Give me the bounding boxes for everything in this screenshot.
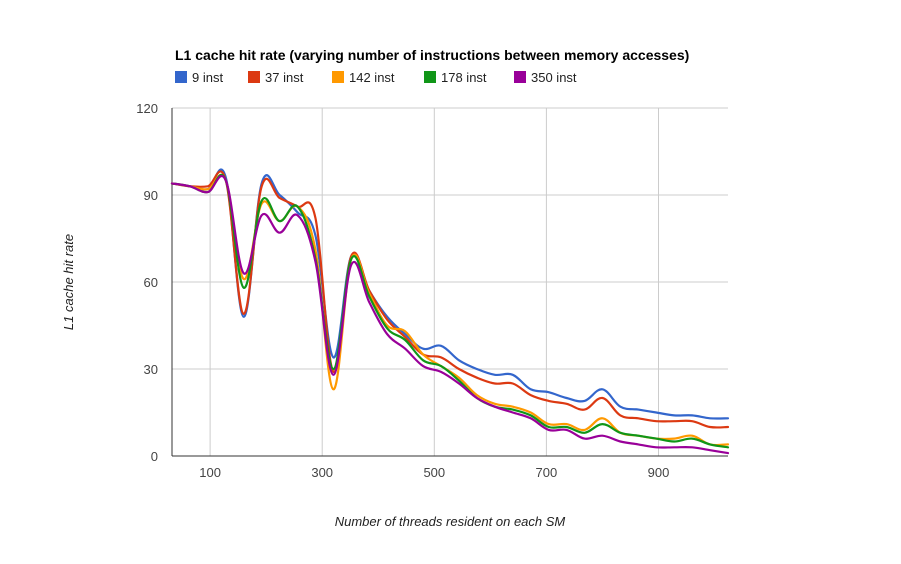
legend-swatch <box>332 71 344 83</box>
y-tick-label: 120 <box>136 101 158 116</box>
legend-swatch <box>248 71 260 83</box>
series-lines <box>170 168 730 455</box>
legend-label: 178 inst <box>441 70 487 85</box>
legend-label: 142 inst <box>349 70 395 85</box>
y-tick-label: 60 <box>144 275 158 290</box>
chart-title: L1 cache hit rate (varying number of ins… <box>175 47 689 63</box>
x-tick-label: 700 <box>536 465 558 480</box>
legend: 9 inst 37 inst 142 inst 178 inst 350 inst <box>175 70 577 85</box>
legend-swatch <box>514 71 526 83</box>
series-line-178-inst <box>170 173 730 449</box>
gridlines <box>172 107 728 456</box>
series-line-9-inst <box>170 168 730 420</box>
legend-swatch <box>424 71 436 83</box>
x-tick-label: 100 <box>199 465 221 480</box>
legend-label: 350 inst <box>531 70 577 85</box>
series-line-350-inst <box>170 174 730 455</box>
x-axis-title: Number of threads resident on each SM <box>335 514 566 529</box>
y-tick-label: 30 <box>144 362 158 377</box>
y-tick-label: 90 <box>144 188 158 203</box>
y-tick-label: 0 <box>151 449 158 464</box>
x-tick-label: 300 <box>311 465 333 480</box>
legend-label: 9 inst <box>192 70 223 85</box>
series-line-37-inst <box>170 170 730 429</box>
y-axis-title: L1 cache hit rate <box>61 234 76 330</box>
y-axis-ticks: 0 30 60 90 120 <box>136 101 158 464</box>
legend-label: 37 inst <box>265 70 304 85</box>
x-tick-label: 900 <box>648 465 670 480</box>
x-axis-ticks: 100 300 500 700 900 <box>199 465 669 480</box>
legend-swatch <box>175 71 187 83</box>
x-tick-label: 500 <box>423 465 445 480</box>
series-line-142-inst <box>170 173 730 447</box>
